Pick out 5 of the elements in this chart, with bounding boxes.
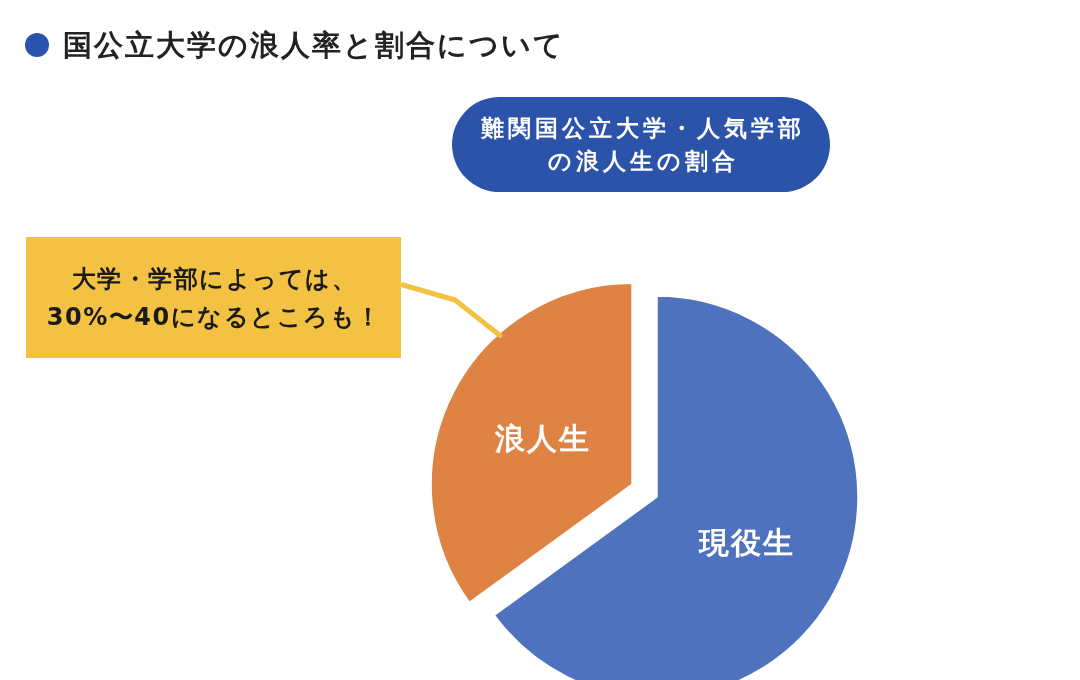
slice-label: 浪人生 <box>493 421 591 457</box>
slice-label: 現役生 <box>697 525 795 561</box>
chart-title: 国公立大学の浪人率と割合について <box>63 28 565 62</box>
chart-subtitle: 難関国公立大学・人気学部の浪人生の割合 <box>480 115 805 174</box>
text: 大学・学部によっては、30%〜40になるところも！ <box>46 264 382 331</box>
